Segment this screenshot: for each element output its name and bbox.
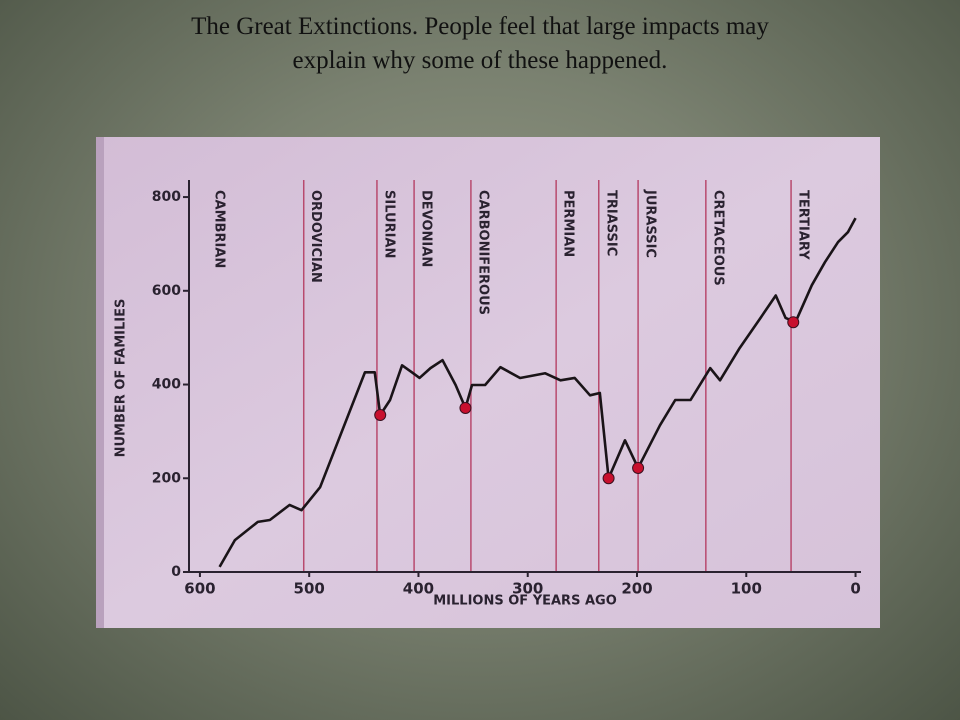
period-label: JURASSIC (643, 189, 658, 258)
families-line (218, 217, 857, 568)
x-tick-label: 200 (621, 580, 652, 598)
period-label: CARBONIFEROUS (475, 190, 490, 315)
period-label: PERMIAN (561, 190, 576, 257)
slide-title: The Great Extinctions. People feel that … (0, 10, 960, 78)
period-label: ORDOVICIAN (308, 190, 323, 283)
x-axis-label: MILLIONS OF YEARS AGO (433, 594, 617, 609)
period-label: TERTIARY (796, 190, 811, 260)
x-tick-label: 100 (731, 580, 762, 598)
extinction-marker (787, 316, 800, 329)
y-tick-label: 200 (152, 470, 181, 486)
extinction-marker (632, 461, 645, 474)
y-tick-label: 0 (171, 564, 181, 580)
period-label: SILURIAN (381, 190, 396, 258)
period-label: TRIASSIC (603, 190, 618, 256)
title-line: explain why some of these happened. (292, 47, 668, 74)
extinction-marker (374, 408, 387, 421)
period-label: CAMBRIAN (212, 190, 227, 268)
extinction-marker (459, 401, 472, 414)
period-label: CRETACEOUS (710, 190, 725, 286)
photo-edge (96, 137, 104, 628)
x-tick-label: 300 (512, 580, 543, 598)
y-tick-label: 800 (152, 189, 181, 205)
x-tick-label: 600 (184, 580, 215, 598)
x-tick-label: 400 (403, 580, 434, 598)
y-tick-label: 400 (152, 377, 181, 393)
period-label: DEVONIAN (419, 190, 434, 267)
title-line: The Great Extinctions. People feel that … (191, 13, 769, 40)
extinction-marker (602, 472, 615, 485)
y-tick-label: 600 (152, 283, 181, 299)
y-axis-label: NUMBER OF FAMILIES (114, 299, 129, 458)
x-tick-label: 500 (294, 580, 325, 598)
x-tick-label: 0 (850, 580, 860, 598)
